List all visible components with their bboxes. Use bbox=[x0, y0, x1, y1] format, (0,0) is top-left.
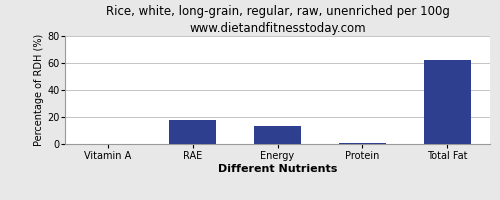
Bar bbox=[254, 126, 301, 144]
Title: Rice, white, long-grain, regular, raw, unenriched per 100g
www.dietandfitnesstod: Rice, white, long-grain, regular, raw, u… bbox=[106, 5, 450, 35]
X-axis label: Different Nutrients: Different Nutrients bbox=[218, 164, 337, 174]
Y-axis label: Percentage of RDH (%): Percentage of RDH (%) bbox=[34, 34, 44, 146]
Bar bbox=[339, 143, 386, 144]
Bar bbox=[424, 60, 470, 144]
Bar bbox=[169, 120, 216, 144]
